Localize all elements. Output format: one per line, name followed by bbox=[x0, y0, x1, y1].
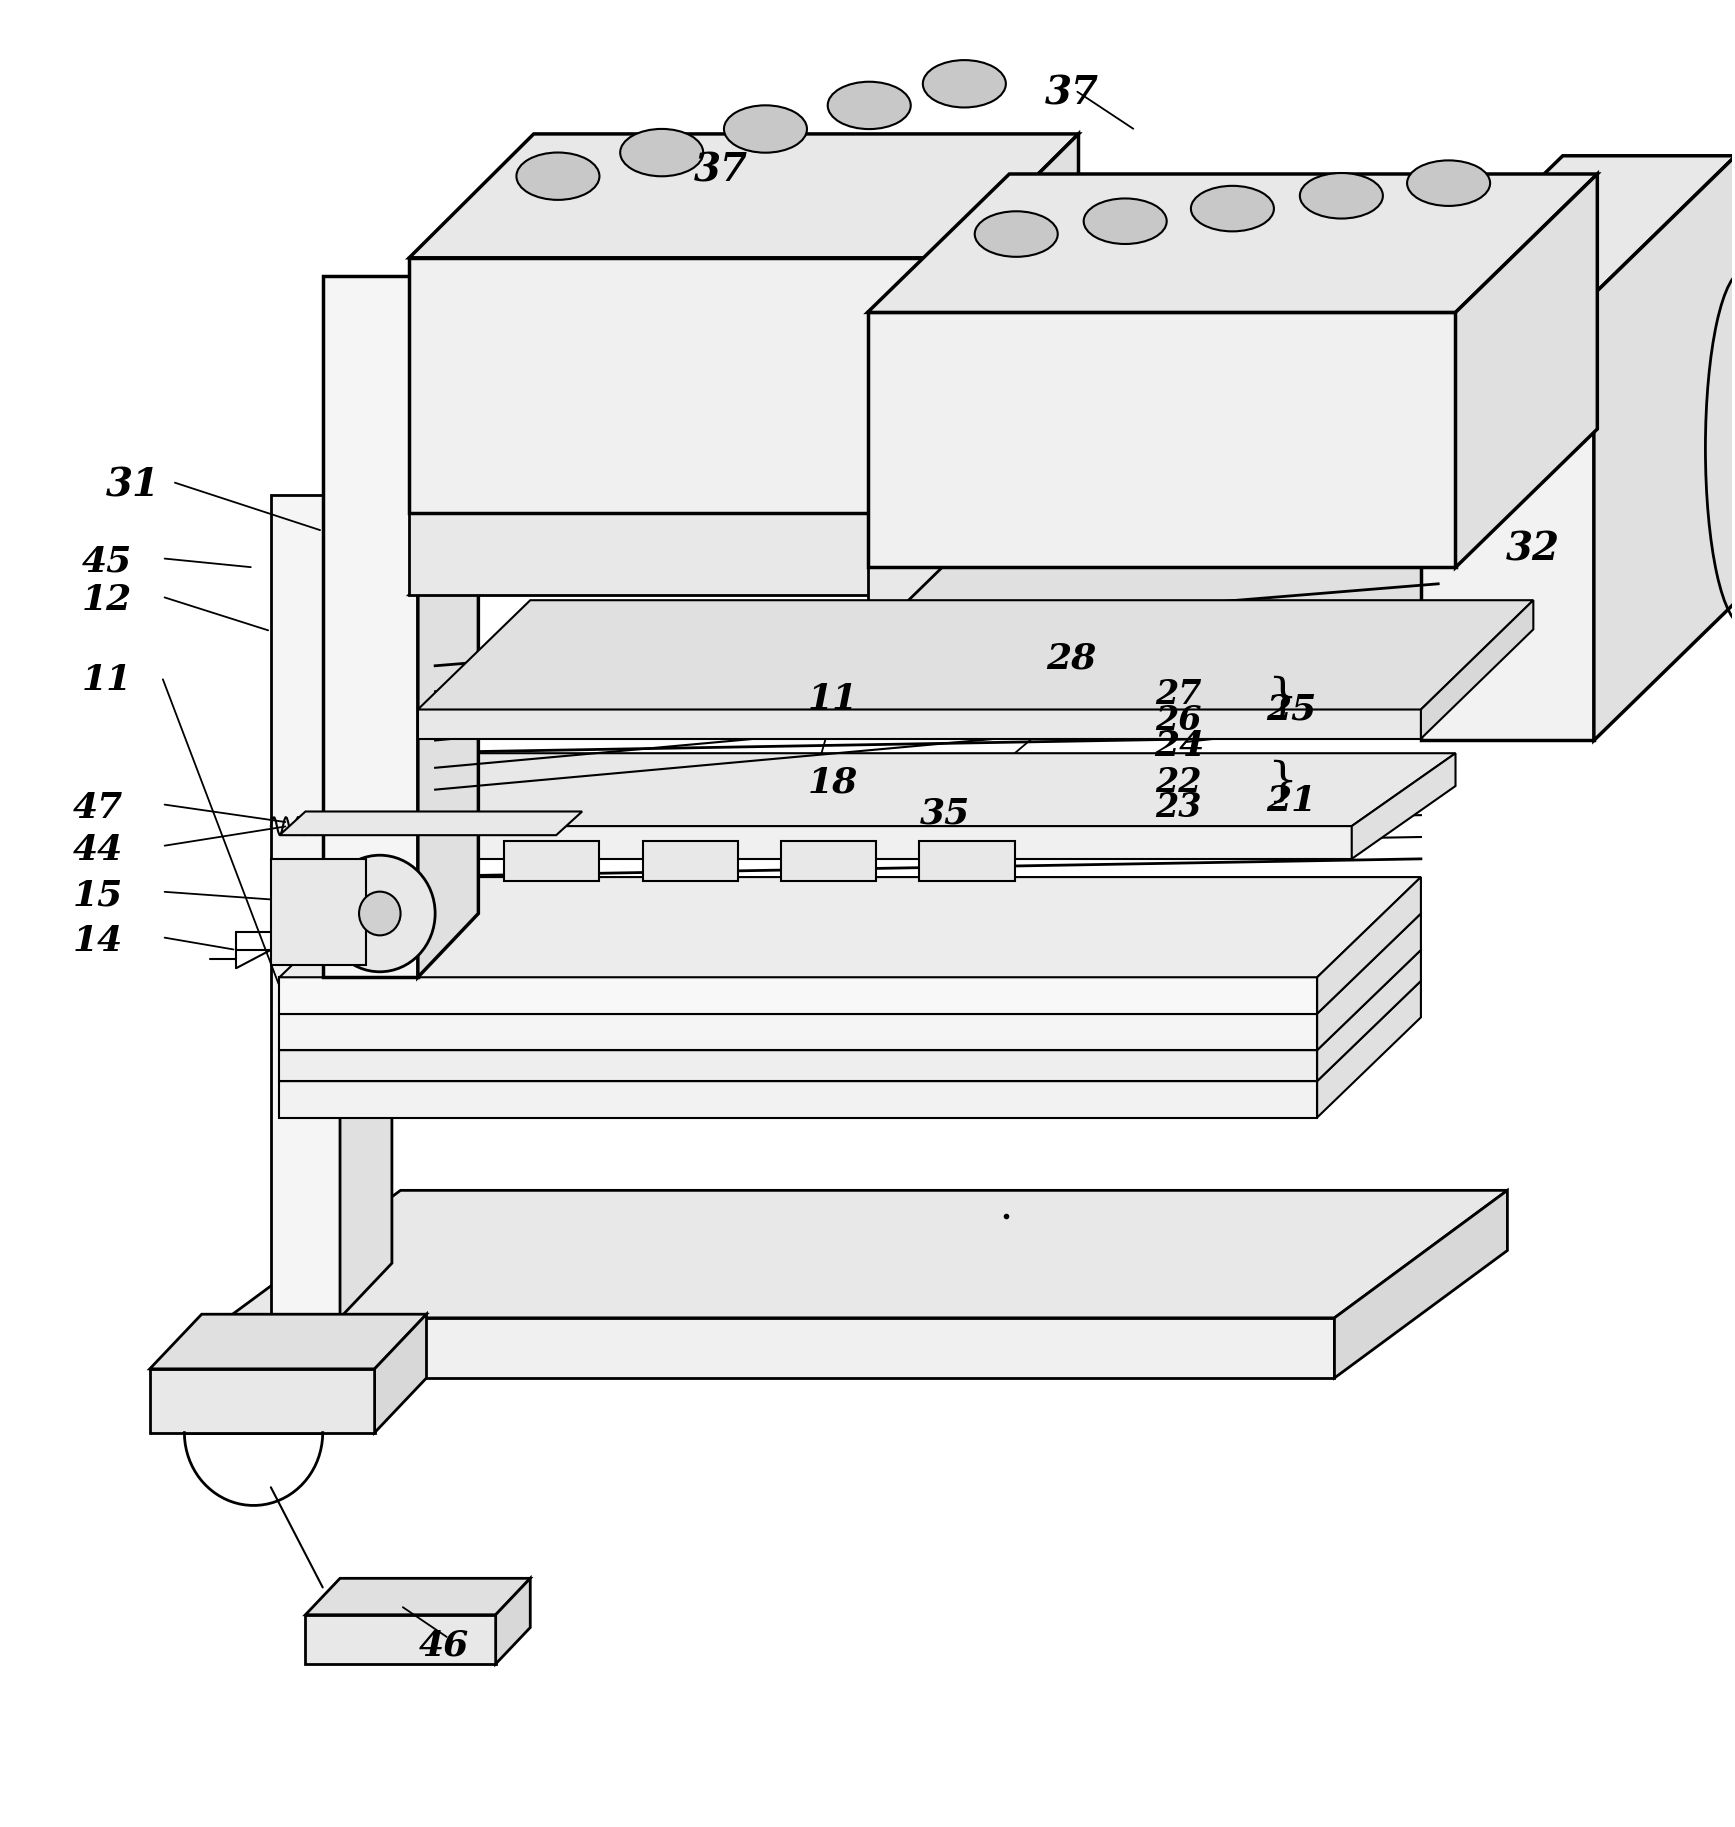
Polygon shape bbox=[1421, 155, 1735, 294]
Text: 15: 15 bbox=[73, 879, 123, 912]
Polygon shape bbox=[418, 601, 1534, 709]
Text: 18: 18 bbox=[809, 766, 859, 800]
Polygon shape bbox=[323, 276, 418, 977]
Text: 46: 46 bbox=[418, 1628, 468, 1663]
Polygon shape bbox=[279, 977, 1317, 1014]
Polygon shape bbox=[409, 471, 1079, 596]
Polygon shape bbox=[340, 440, 392, 1317]
Polygon shape bbox=[868, 174, 1598, 312]
Polygon shape bbox=[868, 312, 1456, 568]
Text: 35: 35 bbox=[920, 797, 970, 829]
Polygon shape bbox=[227, 1317, 1334, 1378]
Polygon shape bbox=[1421, 294, 1594, 740]
Polygon shape bbox=[868, 502, 1598, 639]
Polygon shape bbox=[279, 877, 1421, 977]
Text: 11: 11 bbox=[82, 663, 132, 698]
Polygon shape bbox=[227, 1191, 1508, 1317]
Ellipse shape bbox=[1084, 199, 1166, 245]
Polygon shape bbox=[305, 1579, 531, 1615]
Text: 27: 27 bbox=[1156, 678, 1202, 711]
Polygon shape bbox=[409, 258, 954, 513]
Text: 31: 31 bbox=[106, 466, 160, 504]
Polygon shape bbox=[279, 914, 1421, 1014]
Text: 45: 45 bbox=[82, 544, 132, 579]
Polygon shape bbox=[375, 1314, 427, 1432]
Polygon shape bbox=[1317, 877, 1421, 1014]
Text: 28: 28 bbox=[1046, 641, 1097, 676]
Text: 37: 37 bbox=[694, 152, 748, 190]
Text: 25: 25 bbox=[1267, 692, 1317, 727]
Text: 12: 12 bbox=[82, 583, 132, 618]
Text: 37: 37 bbox=[1044, 75, 1098, 113]
Polygon shape bbox=[409, 513, 954, 596]
Polygon shape bbox=[1421, 601, 1534, 738]
Text: 22: 22 bbox=[1156, 766, 1202, 798]
Polygon shape bbox=[279, 981, 1421, 1082]
Polygon shape bbox=[1317, 914, 1421, 1051]
Polygon shape bbox=[149, 1314, 427, 1368]
Polygon shape bbox=[1334, 1191, 1508, 1378]
Text: 21: 21 bbox=[1267, 784, 1317, 817]
Polygon shape bbox=[1317, 950, 1421, 1082]
Polygon shape bbox=[1352, 753, 1456, 859]
Text: 26: 26 bbox=[1156, 703, 1202, 736]
Polygon shape bbox=[349, 826, 1352, 859]
Circle shape bbox=[324, 855, 435, 972]
Polygon shape bbox=[305, 1615, 496, 1664]
Ellipse shape bbox=[1300, 174, 1383, 219]
Polygon shape bbox=[642, 840, 737, 881]
Polygon shape bbox=[418, 212, 479, 977]
Polygon shape bbox=[505, 840, 599, 881]
Polygon shape bbox=[279, 811, 583, 835]
Text: }: } bbox=[1268, 676, 1298, 722]
Ellipse shape bbox=[1407, 161, 1490, 206]
Text: 44: 44 bbox=[73, 833, 123, 866]
Polygon shape bbox=[279, 1014, 1317, 1051]
Polygon shape bbox=[1317, 981, 1421, 1118]
Text: 47: 47 bbox=[73, 791, 123, 824]
Polygon shape bbox=[418, 709, 1421, 738]
Polygon shape bbox=[409, 133, 1079, 258]
Text: 32: 32 bbox=[1506, 530, 1560, 568]
Polygon shape bbox=[1456, 429, 1598, 639]
Polygon shape bbox=[496, 1579, 531, 1664]
Text: 14: 14 bbox=[73, 924, 123, 957]
Polygon shape bbox=[920, 840, 1015, 881]
Ellipse shape bbox=[828, 82, 911, 130]
Polygon shape bbox=[279, 950, 1421, 1051]
Polygon shape bbox=[271, 495, 340, 1317]
Polygon shape bbox=[349, 753, 1456, 826]
Text: 11: 11 bbox=[809, 681, 859, 716]
Text: 23: 23 bbox=[1156, 791, 1202, 824]
Ellipse shape bbox=[1190, 186, 1273, 232]
Circle shape bbox=[359, 892, 401, 935]
Ellipse shape bbox=[923, 60, 1006, 108]
Polygon shape bbox=[279, 1082, 1317, 1118]
Polygon shape bbox=[1594, 155, 1735, 740]
Ellipse shape bbox=[619, 130, 703, 175]
Polygon shape bbox=[271, 859, 366, 965]
Text: 24: 24 bbox=[1154, 729, 1204, 764]
Polygon shape bbox=[279, 1051, 1317, 1082]
Polygon shape bbox=[954, 133, 1079, 513]
Ellipse shape bbox=[975, 212, 1058, 258]
Ellipse shape bbox=[723, 106, 807, 153]
Polygon shape bbox=[149, 1368, 375, 1432]
Polygon shape bbox=[1456, 174, 1598, 568]
Text: }: } bbox=[1268, 760, 1298, 806]
Polygon shape bbox=[954, 389, 1079, 596]
Polygon shape bbox=[781, 840, 876, 881]
Ellipse shape bbox=[517, 152, 599, 199]
Polygon shape bbox=[868, 568, 1456, 639]
